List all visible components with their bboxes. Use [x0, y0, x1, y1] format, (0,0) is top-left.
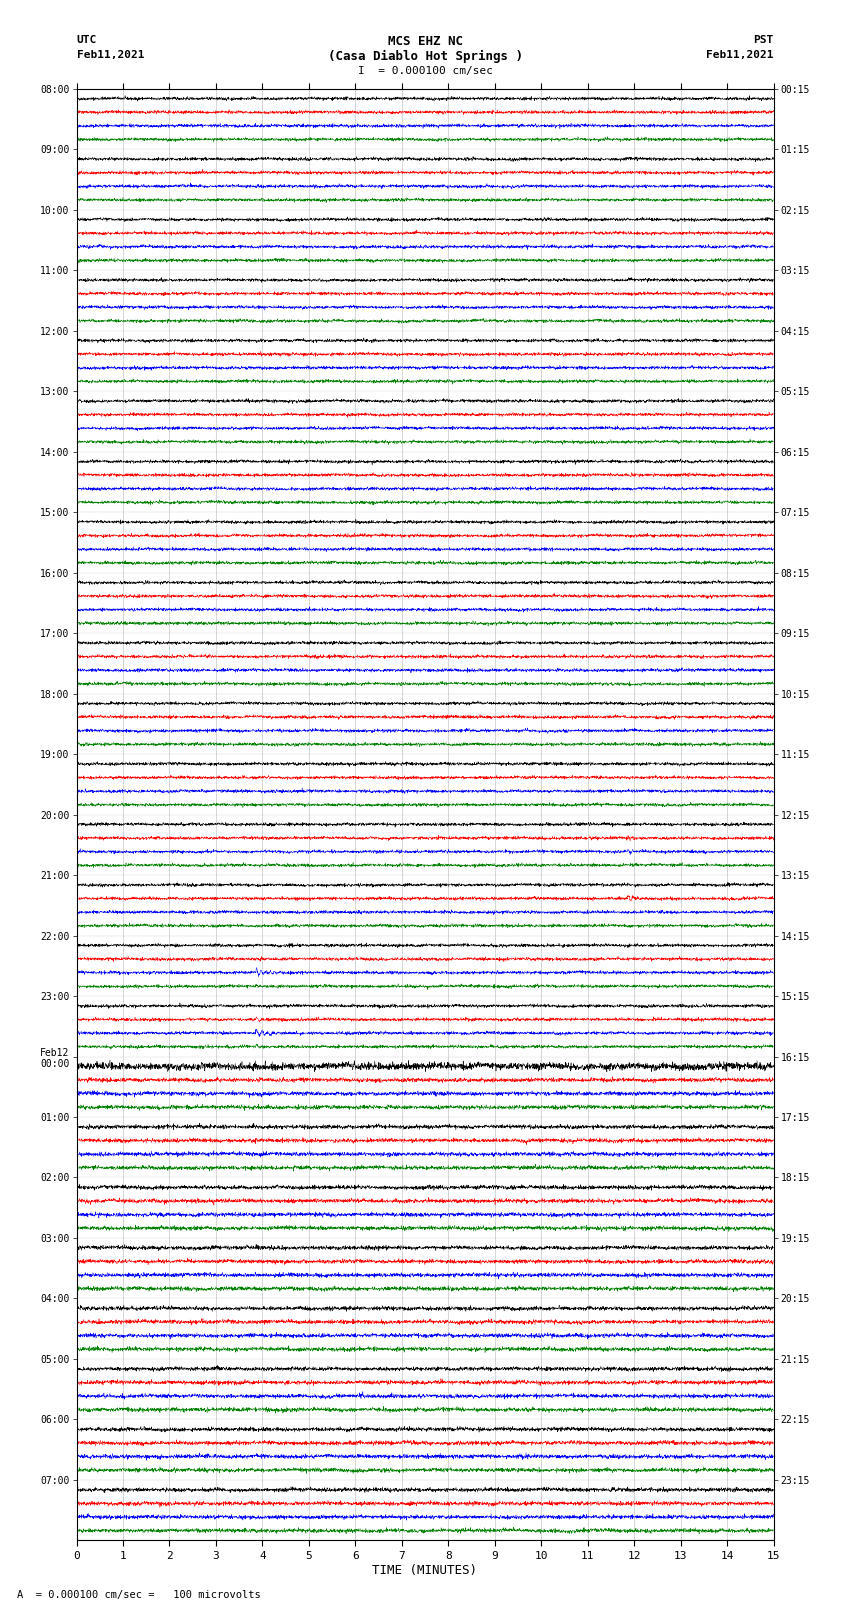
X-axis label: TIME (MINUTES): TIME (MINUTES)	[372, 1563, 478, 1576]
Text: MCS EHZ NC: MCS EHZ NC	[388, 35, 462, 48]
Text: I  = 0.000100 cm/sec: I = 0.000100 cm/sec	[358, 66, 492, 76]
Text: PST: PST	[753, 35, 774, 45]
Text: A  = 0.000100 cm/sec =   100 microvolts: A = 0.000100 cm/sec = 100 microvolts	[17, 1590, 261, 1600]
Text: (Casa Diablo Hot Springs ): (Casa Diablo Hot Springs )	[327, 50, 523, 63]
Text: Feb11,2021: Feb11,2021	[76, 50, 144, 60]
Text: Feb11,2021: Feb11,2021	[706, 50, 774, 60]
Text: UTC: UTC	[76, 35, 97, 45]
